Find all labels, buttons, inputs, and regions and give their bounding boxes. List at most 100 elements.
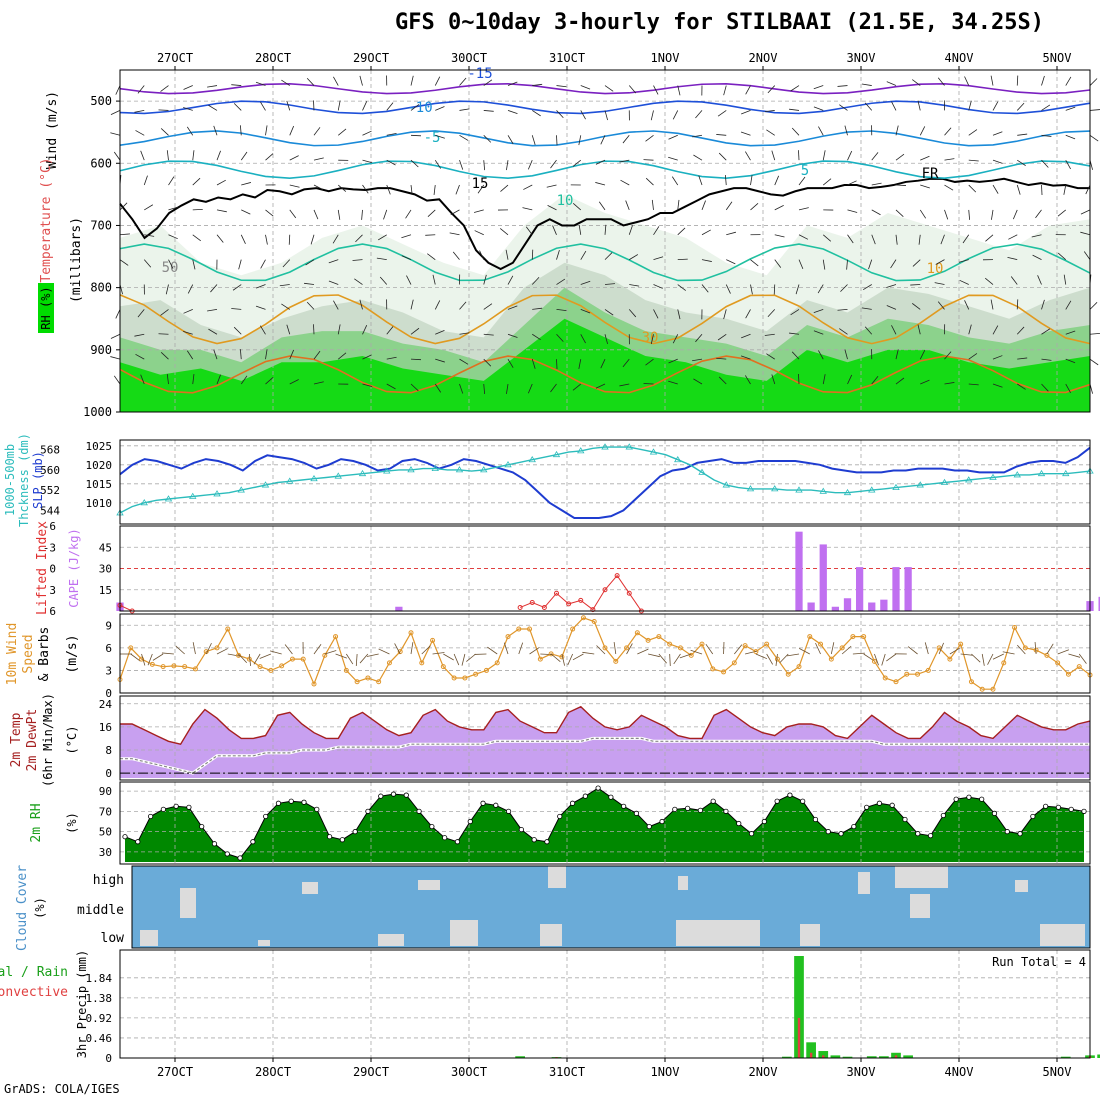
wind-barb: [766, 129, 775, 136]
wind-speed-marker: [925, 667, 931, 673]
wind-barb: [453, 653, 460, 666]
wind-barb: [1085, 184, 1091, 195]
axis-label-precip-conv: Convective: [0, 985, 68, 1000]
axis-label-thickness-a: 1000-500mb: [3, 444, 17, 516]
wind-barb: [324, 650, 337, 655]
wind-tick: 3: [105, 664, 112, 677]
wind-barb: [841, 645, 852, 655]
thickness-marker: [504, 461, 512, 468]
wind-barb: [459, 358, 469, 365]
wind-barb: [813, 309, 824, 314]
bottom-date-tick: 27OCT: [157, 1065, 193, 1079]
wind-barb: [410, 75, 414, 86]
wind-speed-marker: [386, 660, 392, 666]
wind-barb: [643, 383, 654, 385]
wind-barb: [1063, 274, 1067, 285]
wind-barb: [479, 250, 485, 260]
contour-label: 10: [557, 193, 574, 209]
wind-barb: [192, 374, 195, 385]
wind-barb: [531, 249, 534, 260]
wind-barb: [1080, 209, 1091, 215]
slp-tick: 1015: [86, 478, 113, 491]
wind-barb: [507, 135, 514, 145]
wind-barb: [937, 301, 945, 310]
wind-barb: [461, 653, 466, 666]
rh-marker: [122, 834, 128, 840]
wind-barb: [847, 234, 854, 244]
wind-barb: [1065, 383, 1071, 393]
wind-barb: [895, 209, 904, 218]
axis-label-precip-total: Total / Rain: [0, 965, 68, 980]
wind-barb: [766, 353, 775, 360]
wind-speed-marker: [192, 666, 198, 672]
top-date-tick: 2NOV: [749, 51, 778, 65]
wind-barb: [677, 227, 686, 236]
wind-barb: [531, 135, 536, 145]
wind-barb: [822, 374, 826, 385]
pressure-tick: 800: [90, 281, 112, 295]
wind-barb: [920, 184, 930, 189]
wind-speed-marker: [408, 630, 414, 636]
wind-barb: [450, 209, 460, 216]
wind-barb: [791, 127, 800, 136]
wind-barb: [483, 110, 494, 112]
wind-barb: [289, 125, 295, 136]
wind-barb: [213, 349, 218, 360]
wind-speed-marker: [419, 660, 425, 666]
precip-tick: 0.92: [86, 1012, 113, 1025]
wind-barb: [144, 234, 155, 237]
precip-convective-bar: [822, 1055, 825, 1058]
wind-barb: [818, 350, 824, 360]
wind-barb: [337, 352, 347, 360]
wind-barb: [701, 284, 709, 293]
thickness-marker: [577, 447, 585, 454]
wind-barb: [160, 128, 169, 136]
wind-speed-marker: [613, 658, 619, 664]
wind-barb: [1041, 328, 1051, 335]
wind-barb: [459, 77, 467, 86]
wind-barb: [110, 356, 121, 360]
wind-barb: [919, 350, 926, 360]
thickness-marker: [286, 477, 294, 484]
wind-barb: [337, 100, 341, 111]
wind-barb: [352, 259, 363, 261]
wind-barb: [653, 226, 660, 235]
cloud-gap: [548, 866, 566, 888]
wind-barb: [183, 330, 193, 335]
wind-barb: [379, 276, 388, 285]
wind-speed-marker: [225, 626, 231, 632]
wind-barb: [386, 356, 397, 360]
cape-bar: [819, 544, 827, 611]
wind-barb: [598, 201, 606, 211]
cape-bar: [868, 602, 876, 611]
rh-marker: [774, 798, 780, 804]
wind-barb: [679, 653, 692, 659]
rh-tick: 30: [99, 846, 112, 859]
wind-barb: [477, 184, 485, 194]
wind-speed-marker: [537, 656, 543, 662]
wind-barb: [755, 653, 768, 660]
wind-barb: [745, 151, 751, 161]
contour-label: 15: [472, 176, 489, 192]
wind-barb: [410, 134, 422, 137]
temp-tick: 24: [99, 698, 113, 711]
wind-barb: [140, 374, 145, 385]
wind-barb: [507, 275, 514, 285]
dewpt-halo: [120, 736, 1090, 775]
wind-barb: [895, 153, 905, 161]
wind-barb: [175, 645, 185, 655]
wind-barb: [286, 100, 291, 111]
wind-barb: [505, 249, 509, 260]
wind-barb: [362, 354, 372, 360]
wind-barb: [891, 325, 897, 335]
wind-barb: [359, 299, 363, 310]
wind-barb: [1089, 78, 1098, 86]
wind-barb: [186, 350, 194, 360]
wind-barb: [580, 309, 591, 314]
wind-barb: [1041, 75, 1045, 86]
wind-barb: [625, 200, 630, 211]
slp-tick: 1010: [86, 497, 113, 510]
wind-barb: [1083, 251, 1091, 260]
rh-marker: [595, 785, 601, 791]
rh-marker: [211, 841, 218, 847]
